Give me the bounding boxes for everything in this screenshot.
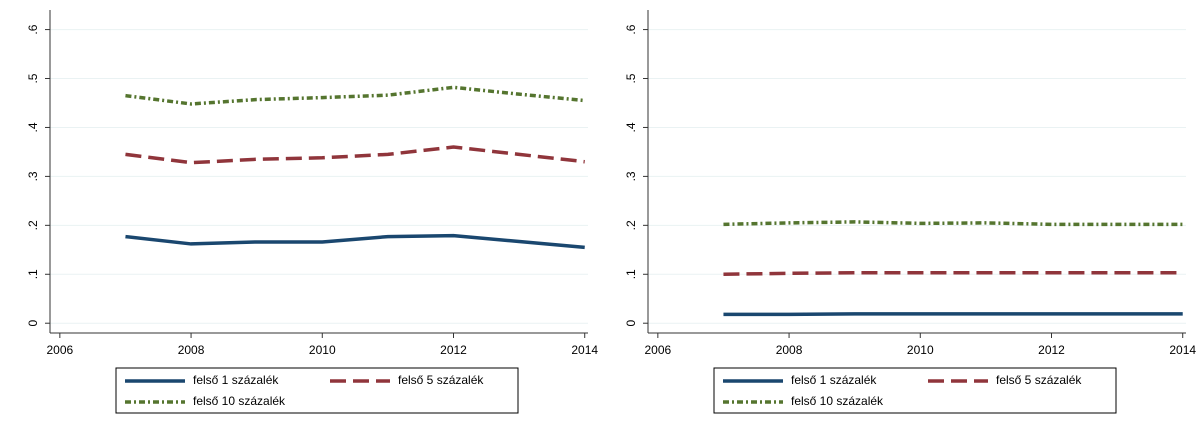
x-tick-label: 2008 [776, 343, 803, 357]
x-tick-label: 2008 [178, 343, 205, 357]
x-tick-label: 2010 [309, 343, 336, 357]
y-tick-label: .5 [624, 73, 638, 83]
legend-label: felső 1 százalék [791, 373, 877, 387]
legend-box [713, 367, 1117, 414]
x-tick-label: 2012 [1038, 343, 1065, 357]
y-tick-label: .3 [624, 171, 638, 181]
legend-label: felső 10 százalék [791, 394, 884, 408]
legend-label: felső 5 százalék [398, 373, 484, 387]
y-tick-label: .2 [26, 220, 40, 230]
series-line [125, 85, 585, 106]
legend-box [115, 367, 519, 414]
series-line [723, 271, 1183, 277]
y-tick-label: .3 [26, 171, 40, 181]
x-tick-label: 2006 [46, 343, 73, 357]
legend-label: felső 5 százalék [996, 373, 1082, 387]
series-line [723, 220, 1183, 227]
y-tick-label: .2 [624, 220, 638, 230]
legend-label: felső 10 százalék [193, 394, 286, 408]
y-tick-label: .5 [26, 73, 40, 83]
y-tick-label: .1 [26, 269, 40, 279]
y-tick-label: 0 [624, 320, 638, 327]
x-tick-label: 2010 [907, 343, 934, 357]
y-tick-label: .4 [26, 122, 40, 132]
legend-label: felső 1 százalék [193, 373, 279, 387]
y-tick-label: .4 [624, 122, 638, 132]
x-tick-label: 2014 [1169, 343, 1196, 357]
y-tick-label: .1 [624, 269, 638, 279]
y-tick-label: 0 [26, 320, 40, 327]
y-tick-label: .6 [624, 24, 638, 34]
y-tick-label: .6 [26, 24, 40, 34]
x-tick-label: 2006 [644, 343, 671, 357]
series-line [125, 145, 585, 165]
series-line [125, 233, 585, 250]
x-tick-label: 2014 [571, 343, 598, 357]
x-tick-label: 2012 [440, 343, 467, 357]
